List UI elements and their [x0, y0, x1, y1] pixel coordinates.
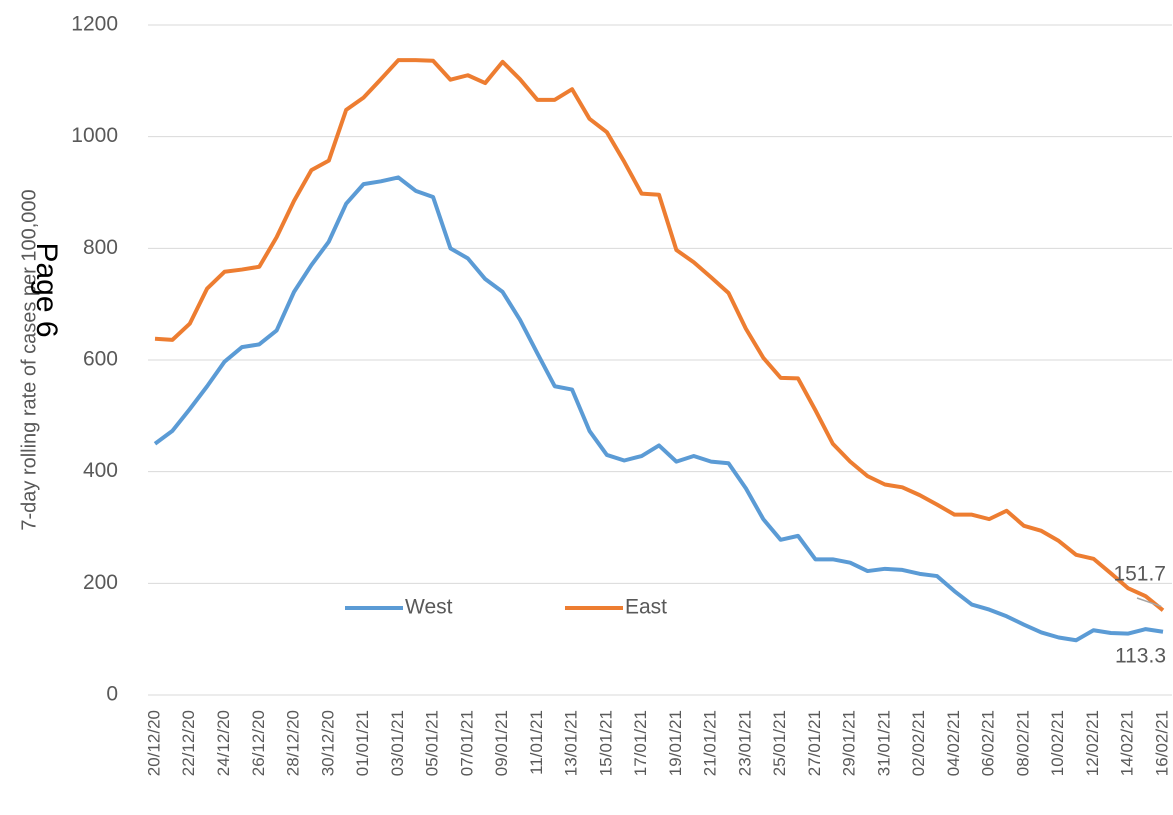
line-series: [153, 175, 1164, 643]
y-tick-label: 600: [83, 348, 118, 371]
leader-line: [1136, 597, 1162, 608]
x-tick-label: 08/02/21: [1013, 710, 1032, 776]
x-tick-label: 16/02/21: [1152, 710, 1171, 776]
x-tick-label: 24/12/20: [214, 710, 233, 776]
data-label: 151.7: [1113, 563, 1166, 586]
legend-label: West: [405, 596, 453, 619]
x-tick-label: 03/01/21: [388, 710, 407, 776]
y-axis-label: 7-day rolling rate of cases per 100,000: [18, 189, 40, 530]
x-tick-label: 01/01/21: [353, 710, 372, 776]
line-series: [154, 58, 1165, 612]
x-tick-label: 15/01/21: [596, 710, 615, 776]
x-tick-label: 26/12/20: [249, 710, 268, 776]
y-tick-label: 200: [83, 571, 118, 594]
x-tick-label: 09/01/21: [492, 710, 511, 776]
watermark: Page 6: [30, 242, 63, 337]
x-tick-label: 05/01/21: [423, 710, 442, 776]
x-tick-label: 20/12/20: [144, 710, 163, 776]
x-tick-label: 17/01/21: [631, 710, 650, 776]
y-tick-label: 1000: [71, 124, 118, 147]
x-tick-label: 10/02/21: [1048, 710, 1067, 776]
y-tick-label: 0: [106, 683, 118, 706]
x-tick-label: 14/02/21: [1118, 710, 1137, 776]
x-tick-label: 04/02/21: [944, 710, 963, 776]
x-tick-label: 23/01/21: [735, 710, 754, 776]
x-tick-label: 22/12/20: [179, 710, 198, 776]
x-tick-label: 12/02/21: [1083, 710, 1102, 776]
y-tick-label: 800: [83, 236, 118, 259]
x-tick-label: 02/02/21: [909, 710, 928, 776]
x-tick-label: 13/01/21: [562, 710, 581, 776]
x-tick-label: 28/12/20: [284, 710, 303, 776]
data-label: 113.3: [1115, 644, 1166, 667]
x-tick-label: 06/02/21: [979, 710, 998, 776]
x-tick-label: 21/01/21: [701, 710, 720, 776]
y-tick-label: 400: [83, 459, 118, 482]
y-tick-label: 1200: [71, 13, 118, 36]
x-tick-label: 19/01/21: [666, 710, 685, 776]
x-tick-label: 27/01/21: [805, 710, 824, 776]
x-tick-label: 30/12/20: [318, 710, 337, 776]
x-tick-label: 29/01/21: [840, 710, 859, 776]
x-tick-label: 31/01/21: [874, 710, 893, 776]
x-tick-label: 25/01/21: [770, 710, 789, 776]
legend-label: East: [625, 596, 667, 619]
x-tick-label: 07/01/21: [457, 710, 476, 776]
x-tick-label: 11/01/21: [527, 710, 546, 775]
